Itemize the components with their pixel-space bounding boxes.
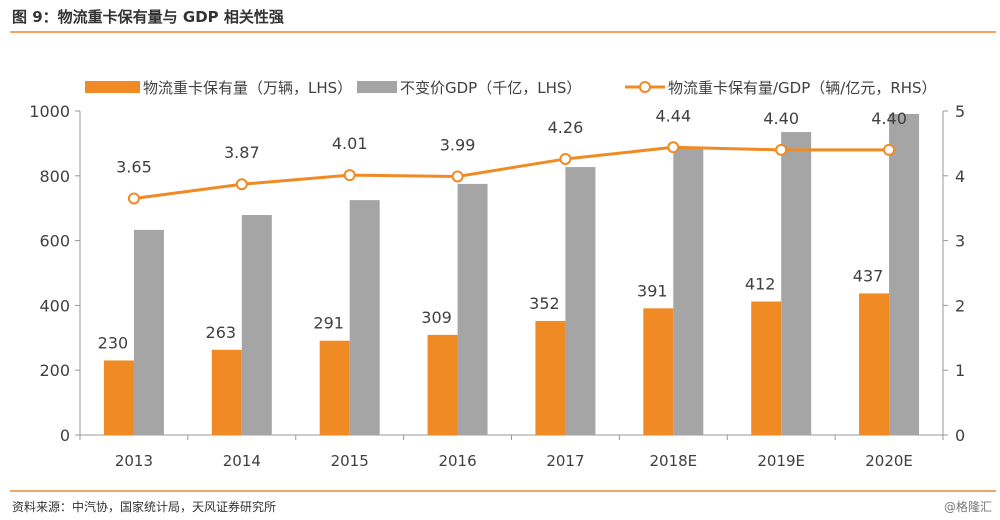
legend-label-truck: 物流重卡保有量（万辆，LHS） xyxy=(143,79,352,97)
watermark: @格隆汇 xyxy=(943,500,992,514)
bar-gdp xyxy=(781,132,812,435)
bar-data-label: 391 xyxy=(637,281,668,300)
chart: 0 200 400 600 800 1000 0 1 2 3 4 5 2013 2014 2015 2016 2… xyxy=(29,79,965,470)
right-tick-label: 0 xyxy=(955,426,965,445)
bar-logistics-truck xyxy=(751,301,782,435)
line-marker xyxy=(451,170,464,183)
bar-data-label: 352 xyxy=(529,294,560,313)
line-marker xyxy=(559,152,572,165)
bar-logistics-truck xyxy=(535,320,566,435)
bottom-divider xyxy=(10,490,996,492)
x-tick-label: 2020E xyxy=(865,452,913,470)
x-tick-label: 2016 xyxy=(438,452,476,470)
left-tick-label: 1000 xyxy=(29,102,70,121)
line-marker xyxy=(883,143,896,156)
line-data-label: 3.87 xyxy=(224,143,260,162)
bar-gdp xyxy=(673,147,704,435)
line-marker xyxy=(127,192,140,205)
line-marker xyxy=(235,178,248,191)
bar-gdp xyxy=(457,183,488,435)
source-note: 资料来源：中汽协，国家统计局，天风证券研究所 xyxy=(12,500,277,514)
line-marker xyxy=(775,143,788,156)
left-tick-label: 400 xyxy=(39,296,70,315)
line-marker xyxy=(667,141,680,154)
right-tick-label: 2 xyxy=(955,296,965,315)
line-data-label: 4.44 xyxy=(656,106,692,125)
legend-label-gdp: 不变价GDP（千亿，LHS） xyxy=(400,79,581,97)
bar-data-label: 291 xyxy=(313,314,344,333)
bar-gdp xyxy=(133,229,164,435)
right-tick-label: 5 xyxy=(955,102,965,121)
line-data-label: 4.26 xyxy=(548,118,584,137)
top-divider xyxy=(10,31,996,33)
legend-marker-ratio xyxy=(639,81,651,93)
left-tick-label: 0 xyxy=(60,426,70,445)
bar-logistics-truck xyxy=(859,293,890,435)
x-tick-label: 2019E xyxy=(757,452,805,470)
x-tick-label: 2017 xyxy=(546,452,584,470)
bar-gdp xyxy=(565,167,596,435)
x-tick-label: 2014 xyxy=(223,452,261,470)
right-tick-label: 4 xyxy=(955,167,965,186)
left-tick-label: 600 xyxy=(39,232,70,251)
bar-logistics-truck xyxy=(211,349,242,435)
left-tick-label: 800 xyxy=(39,167,70,186)
figure-title: 图 9：物流重卡保有量与 GDP 相关性强 xyxy=(12,8,284,26)
line-marker xyxy=(343,169,356,182)
left-tick-label: 200 xyxy=(39,361,70,380)
bar-gdp xyxy=(889,113,920,435)
bar-data-label: 230 xyxy=(98,333,129,352)
bar-logistics-truck xyxy=(643,308,674,435)
bar-data-label: 437 xyxy=(853,266,884,285)
line-data-label: 4.40 xyxy=(871,109,907,128)
line-ratio xyxy=(133,145,890,200)
line-data-label: 4.01 xyxy=(332,134,368,153)
bar-logistics-truck xyxy=(427,334,458,435)
x-tick-label: 2013 xyxy=(115,452,153,470)
bar-gdp xyxy=(349,200,380,435)
right-tick-label: 3 xyxy=(955,232,965,251)
line-data-label: 4.40 xyxy=(763,109,799,128)
bar-data-label: 412 xyxy=(745,275,776,294)
legend-swatch-gdp xyxy=(357,81,397,93)
bar-logistics-truck xyxy=(103,360,134,435)
legend-label-ratio: 物流重卡保有量/GDP（辆/亿元，RHS） xyxy=(668,79,937,97)
legend-swatch-truck xyxy=(85,81,140,93)
bar-gdp xyxy=(241,215,272,435)
right-tick-label: 1 xyxy=(955,361,965,380)
x-tick-label: 2015 xyxy=(331,452,369,470)
x-tick-label: 2018E xyxy=(649,452,697,470)
line-data-label: 3.99 xyxy=(440,135,476,154)
bar-data-label: 263 xyxy=(206,323,237,342)
line-data-label: 3.65 xyxy=(116,157,152,176)
bar-logistics-truck xyxy=(319,340,350,435)
bar-data-label: 309 xyxy=(421,308,452,327)
